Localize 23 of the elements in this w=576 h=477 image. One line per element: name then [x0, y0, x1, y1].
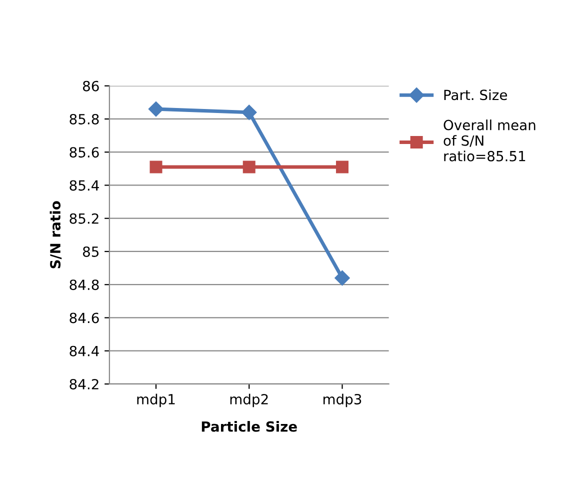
- x-tick-label: mdp3: [324, 394, 362, 408]
- point: [334, 270, 350, 286]
- y-tick-label: 85.4: [70, 180, 99, 191]
- point: [148, 101, 164, 117]
- y-tick-label: 85.6: [70, 147, 99, 158]
- point: [242, 104, 257, 120]
- point: [242, 160, 256, 174]
- x-axis-title: Particle Size: [202, 421, 297, 432]
- x-tick-label: mdp1: [137, 394, 175, 408]
- y-tick-label: 84.6: [70, 312, 99, 324]
- point: [150, 160, 162, 174]
- y-tick-label: 85.2: [70, 213, 98, 224]
- point: [336, 160, 348, 174]
- x-tick-label: mdp2: [230, 394, 268, 408]
- y-tick-label: 84.8: [70, 280, 99, 290]
- y-tick-label: 86: [82, 80, 99, 92]
- legend-label: Overall mean of S/N ratio=85.51: [444, 120, 536, 162]
- legend-label: Part. Size: [444, 89, 507, 100]
- y-tick-label: 85.8: [70, 114, 99, 124]
- y-tick-label: 85: [82, 246, 99, 257]
- y-axis-title: S/N ratio: [50, 201, 62, 268]
- y-tick-label: 84.4: [70, 346, 99, 356]
- y-tick-label: 84.2: [70, 378, 98, 390]
